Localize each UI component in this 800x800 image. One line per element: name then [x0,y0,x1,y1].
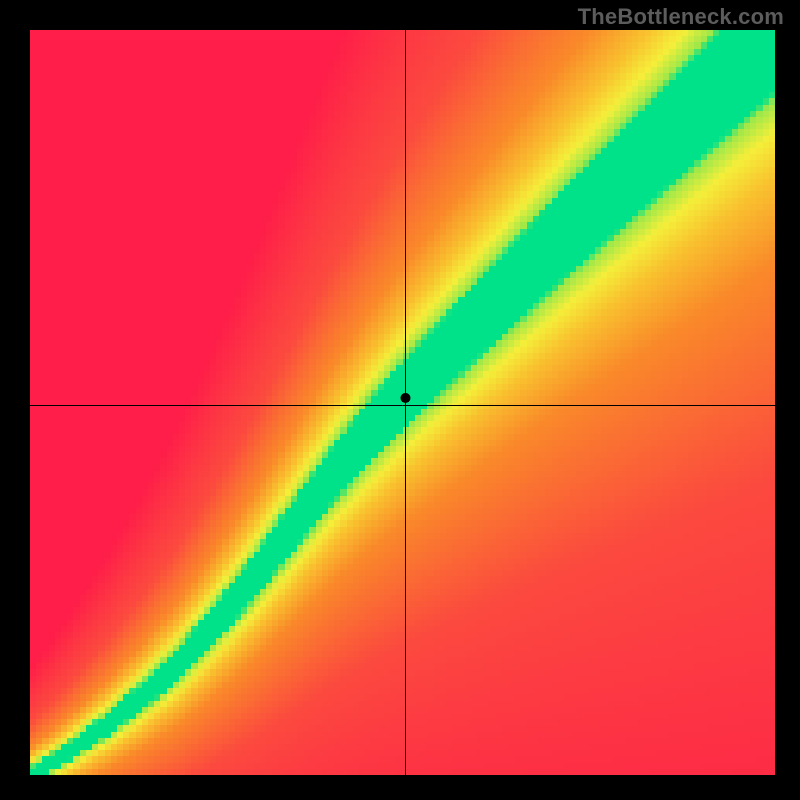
watermark-text: TheBottleneck.com [578,4,784,30]
chart-container: TheBottleneck.com [0,0,800,800]
bottleneck-heatmap [0,0,800,800]
